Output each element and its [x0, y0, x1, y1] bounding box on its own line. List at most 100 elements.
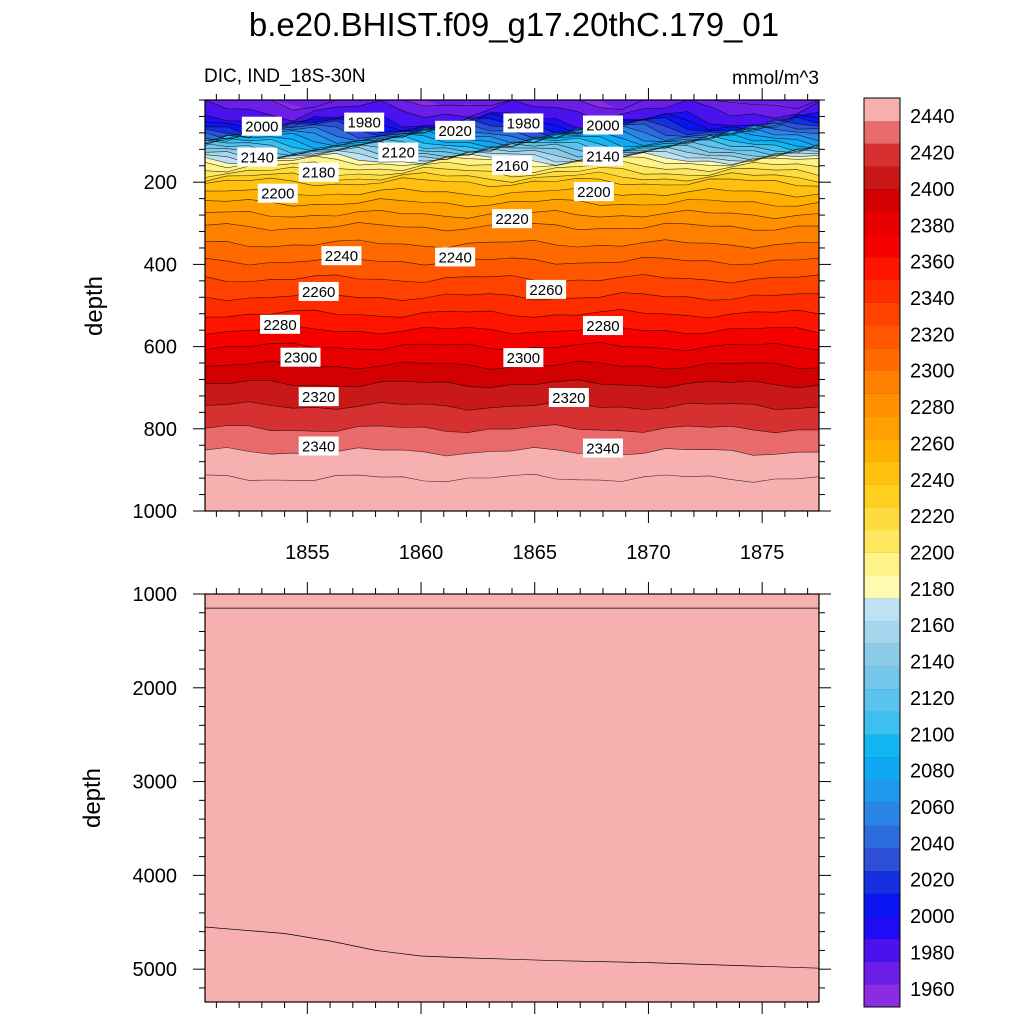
upper-contour-line-2330	[205, 424, 819, 434]
y-tick-label-1000: 1000	[133, 501, 178, 523]
contour-label-box	[526, 279, 567, 299]
contour-label-box	[435, 120, 476, 140]
contour-label-2240-14: 2240	[435, 247, 476, 267]
colorbar-label-1980: 1980	[910, 942, 955, 964]
colorbar-label-2360: 2360	[910, 252, 955, 274]
contour-label-text: 2020	[438, 123, 471, 140]
contour-label-box	[321, 246, 362, 266]
contour-label-box	[260, 314, 301, 334]
colorbar-label-1960: 1960	[910, 979, 955, 1001]
contour-label-2000-4: 2000	[582, 115, 623, 135]
x-tick-label-1865: 1865	[512, 542, 557, 564]
x-tick-label-1860: 1860	[399, 542, 444, 564]
colorbar-box-36	[864, 166, 900, 190]
colorbar-label-2020: 2020	[910, 870, 955, 892]
contour-label-2180-9: 2180	[298, 162, 339, 182]
contour-label-text: 2160	[495, 158, 528, 175]
colorbar-box-28	[864, 347, 900, 371]
upper-contour-line-2200	[205, 198, 819, 208]
upper-contour-line-2100	[205, 144, 819, 159]
contour-label-box	[582, 316, 623, 336]
contour-label-2140-8: 2140	[582, 146, 623, 166]
contour-label-box	[503, 113, 544, 133]
colorbar-box-32	[864, 257, 900, 281]
colorbar-box-6	[864, 847, 900, 871]
upper-contour-line-2050	[205, 129, 819, 148]
contour-label-text: 2200	[577, 184, 610, 201]
contour-label-box	[582, 438, 623, 458]
contour-label-text: 2240	[325, 248, 358, 265]
colorbar-box-5	[864, 870, 900, 894]
contour-label-2200-11: 2200	[573, 182, 614, 202]
units-label: mmol/m^3	[732, 68, 819, 89]
upper-contour-line-2120	[205, 150, 819, 164]
colorbar-box-18	[864, 575, 900, 599]
x-tick-label-1875: 1875	[740, 542, 785, 564]
contour-label-2280-18: 2280	[582, 316, 623, 336]
main-title: b.e20.BHIST.f09_g17.20thC.179_01	[249, 6, 779, 43]
contour-label-2000-0: 2000	[241, 116, 282, 136]
lower-axes: 1000 2000 3000 4000 5000	[133, 582, 831, 1014]
contour-label-text: 2000	[586, 117, 619, 134]
contour-label-text: 2340	[586, 441, 619, 458]
contour-label-2340-24: 2340	[582, 438, 623, 458]
upper-panel: 2000 1980 2020 1980 2000 2140 2120 2160 2140 2180…	[81, 88, 831, 564]
contour-label-text: 2220	[495, 211, 528, 228]
lower-panel: 1000 2000 3000 4000 5000 depth	[79, 582, 831, 1014]
contour-label-text: 2260	[302, 284, 335, 301]
upper-contour-line-2350	[205, 473, 819, 483]
contour-label-1980-1: 1980	[344, 112, 385, 132]
y-tick-label-5000: 5000	[133, 959, 178, 981]
contour-label-box	[237, 147, 278, 167]
colorbar-box-25	[864, 416, 900, 440]
colorbar-label-2180: 2180	[910, 579, 955, 601]
colorbar-label-2340: 2340	[910, 288, 955, 310]
contour-label-2120-6: 2120	[378, 142, 419, 162]
contour-label-text: 2280	[263, 317, 296, 334]
upper-contour-line-2240	[205, 256, 819, 266]
colorbar-label-2280: 2280	[910, 397, 955, 419]
lower-fill-main	[205, 594, 819, 1002]
contour-label-box	[573, 182, 614, 202]
contour-label-box	[298, 281, 339, 301]
contour-label-text: 2000	[245, 119, 278, 136]
contour-label-2260-16: 2260	[526, 279, 567, 299]
colorbar-box-10	[864, 757, 900, 781]
colorbar-box-14	[864, 666, 900, 690]
y-tick-label-200: 200	[144, 172, 177, 194]
colorbar-label-2140: 2140	[910, 652, 955, 674]
colorbar-box-33	[864, 234, 900, 258]
upper-contour-line-2040	[205, 127, 819, 144]
contour-label-text: 2300	[284, 350, 317, 367]
contour-label-2020-2: 2020	[435, 120, 476, 140]
contour-label-box	[378, 142, 419, 162]
colorbar-label-2120: 2120	[910, 688, 955, 710]
contour-label-2240-13: 2240	[321, 246, 362, 266]
contour-label-text: 2320	[552, 390, 585, 407]
contour-label-text: 1980	[507, 115, 540, 132]
contour-label-text: 2260	[529, 282, 562, 299]
colorbar: 1960 1980 2000 2020 2040 2060 2080 2100 2120 2140…	[863, 97, 955, 1008]
contour-label-box	[280, 347, 321, 367]
contour-label-text: 2140	[586, 149, 619, 166]
contour-label-box	[241, 116, 282, 136]
colorbar-box-21	[864, 507, 900, 531]
colorbar-box-31	[864, 279, 900, 303]
contour-label-text: 2340	[302, 438, 335, 455]
colorbar-label-2000: 2000	[910, 906, 955, 928]
colorbar-box-12	[864, 711, 900, 735]
contour-label-box	[582, 115, 623, 135]
y-tick-label-4000: 4000	[133, 865, 178, 887]
colorbar-box-23	[864, 461, 900, 485]
upper-contour-line-1970	[205, 100, 819, 122]
upper-contour-line-2090	[205, 140, 819, 157]
upper-contour-line-2230	[205, 239, 819, 249]
contour-label-2320-22: 2320	[548, 387, 589, 407]
contour-label-text: 2200	[261, 186, 294, 203]
colorbar-label-2260: 2260	[910, 433, 955, 455]
upper-contour-labels: 2000 1980 2020 1980 2000 2140 2120 2160 2140 2180…	[237, 112, 623, 458]
y-tick-label-1000: 1000	[133, 584, 178, 606]
colorbar-box-39	[864, 98, 900, 122]
contour-label-2300-20: 2300	[503, 348, 544, 368]
contour-label-box	[582, 146, 623, 166]
